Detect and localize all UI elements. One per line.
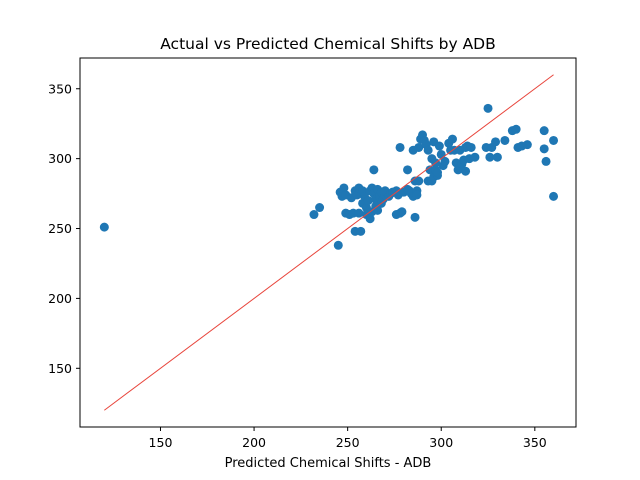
axes-frame (79, 57, 577, 428)
scatter-point (363, 196, 373, 206)
y-tick-label: 200 (48, 291, 72, 306)
scatter-point (539, 126, 549, 136)
scatter-point (432, 168, 442, 178)
scatter-point (395, 142, 405, 152)
y-axis: 150 200 250 300 350 (48, 81, 80, 376)
x-axis: 150 200 250 300 350 (149, 427, 547, 450)
scatter-point (470, 152, 480, 162)
scatter-point (485, 152, 495, 162)
scatter-point (414, 142, 424, 152)
scatter-point (99, 222, 109, 232)
scatter-point (403, 165, 413, 175)
scatter-point (339, 183, 349, 193)
scatter-point (541, 156, 551, 166)
scatter-point (440, 156, 450, 166)
scatter-point (549, 191, 559, 201)
chart-title: Actual vs Predicted Chemical Shifts by A… (160, 35, 496, 53)
reference-line (104, 74, 554, 411)
scatter-point (369, 165, 379, 175)
scatter-point (500, 135, 510, 145)
scatter-point (434, 141, 444, 151)
scatter-point (492, 152, 502, 162)
scatter-point (511, 124, 521, 134)
scatter-point (354, 208, 364, 218)
scatter-point (522, 140, 532, 150)
scatter-point (356, 226, 366, 236)
scatter-point (423, 145, 433, 155)
scatter-point (483, 103, 493, 113)
y-tick-label: 150 (48, 361, 72, 376)
x-axis-label: Predicted Chemical Shifts - ADB (225, 456, 432, 471)
y-tick-label: 250 (48, 221, 72, 236)
scatter-point (491, 137, 501, 147)
x-tick-label: 200 (242, 435, 266, 450)
scatter-point (365, 214, 375, 224)
scatter-point (549, 135, 559, 145)
scatter-point (410, 212, 420, 222)
scatter-point (466, 142, 476, 152)
scatter-point (447, 134, 457, 144)
scatter-point (315, 203, 325, 213)
scatter-point (414, 176, 424, 186)
x-tick-label: 150 (149, 435, 173, 450)
scatter-point (397, 207, 407, 217)
plot-area (99, 74, 559, 411)
scatter-point (412, 190, 422, 200)
scatter-point (539, 144, 549, 154)
scatter-point (461, 166, 471, 176)
x-tick-label: 250 (336, 435, 360, 450)
x-tick-label: 300 (429, 435, 453, 450)
y-tick-label: 300 (48, 151, 72, 166)
scatter-point (333, 240, 343, 250)
scatter-point (309, 210, 319, 220)
y-tick-label: 350 (48, 81, 72, 96)
x-tick-label: 350 (523, 435, 547, 450)
